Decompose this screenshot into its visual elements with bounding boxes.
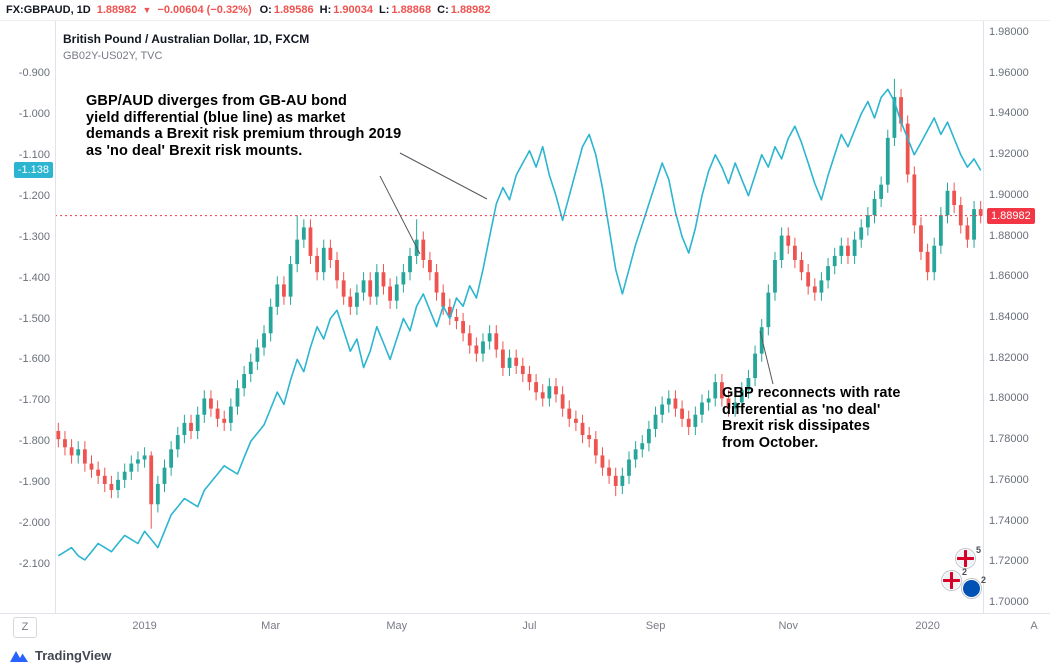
annotation-line: from October. [722,434,819,451]
time-axis-label: Jul [522,620,537,632]
right-axis-label: 1.94000 [989,107,1029,120]
left-axis-label: -1.100 [18,148,50,161]
right-axis-label: 1.84000 [989,311,1029,323]
brand-name[interactable]: TradingView [35,648,112,663]
yield-last-value-tag: -1.138 [13,162,53,179]
time-axis-label: Nov [778,620,799,632]
right-axis-label: 1.74000 [989,514,1029,527]
right-axis-label: 1.88000 [989,229,1029,242]
left-axis-label: -0.900 [18,67,50,79]
right-axis-label: 1.82000 [989,351,1029,364]
left-axis-label: -1.500 [18,312,50,325]
low-label: L: [379,4,390,16]
event-count-badge: 5 [976,545,982,555]
annotation-line: Brexit risk dissipates [722,418,871,434]
open-value: 1.89586 [273,4,314,16]
uk-flag-event-icon[interactable] [942,571,961,590]
right-axis-label: 1.70000 [989,596,1029,608]
right-axis-label: 1.86000 [989,270,1029,283]
price-change: −0.00604 (−0.32%) [157,4,252,16]
right-axis-label: 1.72000 [989,555,1029,568]
left-axis-label: -1.700 [18,394,50,407]
left-price-scale[interactable]: -1.138 -0.900 -1.000 -1.100 -1.200 -1.300 -1.… [0,21,56,613]
left-axis-label: -1.200 [18,189,50,202]
annotation-reconnect[interactable]: GBP reconnects with rate differential as… [722,385,962,451]
right-axis-label: 1.76000 [989,473,1029,486]
annotation-line: as 'no deal' Brexit risk mounts. [86,142,303,159]
left-axis-label: -1.400 [18,271,50,284]
right-axis-label: 1.80000 [989,392,1029,405]
annotation-line: yield differential (blue line) as market [86,109,346,126]
last-price: 1.88982 [96,4,137,16]
annotation-line: GBP/AUD diverges from GB-AU bond [86,93,347,109]
right-axis-label: 1.78000 [989,433,1029,446]
time-axis-label: Sep [645,620,666,632]
close-label: C: [437,4,449,16]
right-axis-label: 1.98000 [989,26,1029,38]
uk-flag-event-icon[interactable] [956,549,975,568]
symbol-info-bar: FX:GBPAUD, 1D 1.88982 ▼ −0.00604 (−0.32%… [0,0,1050,20]
annotation-line: GBP reconnects with rate [722,385,901,401]
legend-main-series[interactable]: British Pound / Australian Dollar, 1D, F… [63,32,310,46]
left-axis-label: -2.100 [18,558,50,570]
tradingview-logo-icon[interactable] [9,648,29,663]
auto-scale-button[interactable]: A [1026,617,1042,636]
footer: TradingView [0,640,1050,671]
legend[interactable]: British Pound / Australian Dollar, 1D, F… [63,32,309,62]
economic-event-markers[interactable]: 5 2 2 [938,541,998,605]
right-axis-label: 1.92000 [989,148,1029,161]
down-arrow-icon: ▼ [142,5,152,15]
high-label: H: [319,4,332,16]
event-count-badge: 2 [962,567,968,577]
left-axis-label: -1.800 [18,435,50,448]
symbol-name[interactable]: FX:GBPAUD, 1D [6,4,91,16]
left-axis-label: -1.000 [18,107,50,120]
left-axis-label: -1.600 [18,353,50,366]
au-flag-event-icon[interactable] [962,579,981,598]
time-axis-label: Mar [261,620,281,632]
annotation-line: demands a Brexit risk premium through 20… [86,126,402,142]
left-axis-label: -1.300 [18,230,50,243]
right-axis-label: 1.96000 [989,66,1029,79]
right-price-scale[interactable]: 1.88982 1.98000 1.96000 1.94000 1.92000 1.90… [983,21,1050,613]
low-value: 1.88868 [391,4,432,16]
left-axis-label: -1.900 [18,476,50,489]
chart-area[interactable]: -1.138 -0.900 -1.000 -1.100 -1.200 -1.300 -1.… [0,20,1050,613]
time-axis-label: 2020 [915,620,940,632]
event-count-badge: 2 [981,575,987,585]
right-axis-label: 1.90000 [989,188,1029,201]
go-to-date-button[interactable]: Z [13,617,37,638]
time-scale[interactable]: Z A 2019 Mar May Jul Sep Nov 2020 [0,613,1050,640]
annotation-line: differential as 'no deal' [722,401,881,418]
open-label: O: [259,4,272,16]
legend-compare-series[interactable]: GB02Y-US02Y, TVC [63,50,163,62]
chart-plot-area[interactable] [55,21,984,613]
high-value: 1.90034 [333,4,373,16]
close-value: 1.88982 [450,4,491,16]
price-last-value-tag: 1.88982 [987,207,1035,224]
time-axis-label: 2019 [132,620,157,632]
annotation-divergence[interactable]: GBP/AUD diverges from GB-AU bond yield d… [86,93,506,159]
left-axis-label: -2.000 [18,517,50,530]
time-axis-label: May [386,620,408,632]
